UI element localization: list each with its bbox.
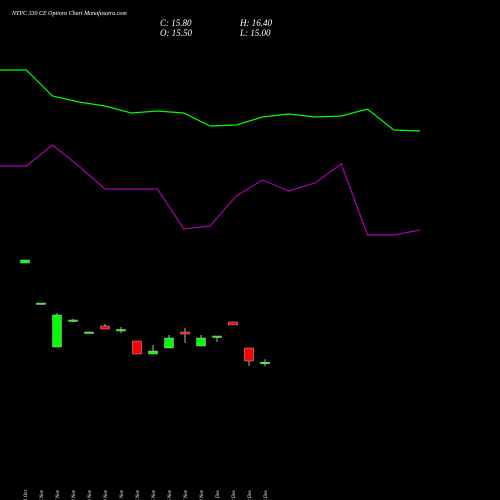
candle-body — [100, 325, 110, 330]
candle-body — [84, 331, 94, 334]
candle-body — [36, 302, 46, 305]
x-tick-label: 26 Nov — [168, 489, 173, 500]
candle-body — [260, 362, 270, 364]
candle-body — [212, 335, 222, 338]
chart-title: NTPC 330 CE Options Chart Munafasutra.co… — [11, 10, 127, 17]
indicator-line — [0, 144, 421, 236]
indicator-line — [0, 69, 421, 132]
candle-body — [196, 337, 206, 347]
x-tick-label: 02 Dec — [232, 489, 237, 500]
x-tick-label: 07 Nov — [56, 489, 61, 500]
candle-body — [132, 340, 142, 355]
candle-body — [68, 319, 78, 322]
candle-body — [180, 331, 190, 335]
candle-body — [164, 337, 174, 349]
readout: H: 16.40 — [239, 18, 272, 28]
candle-body — [116, 329, 126, 332]
readout: C: 15.80 — [160, 18, 192, 28]
candle-body — [244, 347, 254, 362]
x-tick-label: 28 Nov — [200, 489, 205, 500]
x-tick-label: 04 Dec — [264, 489, 269, 500]
x-tick-label: 31 Oct — [24, 489, 29, 500]
x-tick-label: 25 Nov — [152, 489, 157, 500]
x-tick-label: 20 Nov — [104, 489, 109, 500]
candle-body — [20, 259, 30, 264]
readout: O: 15.50 — [160, 28, 192, 38]
x-tick-label: 24 Nov — [136, 489, 141, 500]
candle-body — [228, 321, 238, 326]
x-tick-label: 19 Nov — [88, 489, 93, 500]
x-tick-label: 04 Nov — [40, 489, 45, 500]
candle-body — [148, 350, 158, 355]
candle-body — [52, 314, 62, 348]
readout: L: 15.00 — [239, 28, 271, 38]
x-tick-label: 18 Nov — [72, 489, 77, 500]
x-tick-label: 01 Dec — [216, 489, 221, 500]
x-tick-label: 27 Nov — [184, 489, 189, 500]
x-tick-label: 03 Dec — [248, 489, 253, 500]
x-tick-label: 21 Nov — [120, 489, 125, 500]
